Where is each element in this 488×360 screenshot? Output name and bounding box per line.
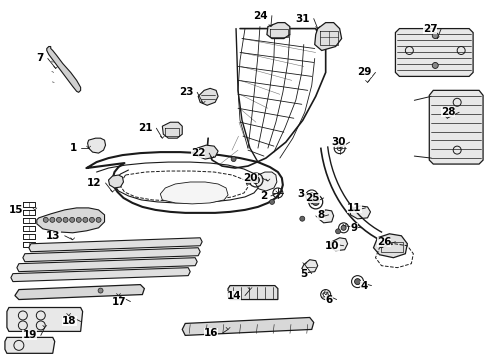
Polygon shape xyxy=(29,238,202,252)
Circle shape xyxy=(82,217,88,222)
Text: 31: 31 xyxy=(295,14,309,24)
Text: 7: 7 xyxy=(36,54,44,63)
Text: 12: 12 xyxy=(87,178,102,188)
Text: 28: 28 xyxy=(440,107,454,117)
Polygon shape xyxy=(266,23,289,39)
Circle shape xyxy=(335,229,340,234)
Circle shape xyxy=(56,217,61,222)
Circle shape xyxy=(50,217,55,222)
Polygon shape xyxy=(160,182,227,204)
Polygon shape xyxy=(162,122,182,138)
Circle shape xyxy=(354,279,360,285)
Text: 2: 2 xyxy=(259,191,266,201)
Circle shape xyxy=(96,217,101,222)
Polygon shape xyxy=(17,258,197,272)
Circle shape xyxy=(43,217,48,222)
Text: 27: 27 xyxy=(422,24,436,33)
Polygon shape xyxy=(395,28,472,76)
Polygon shape xyxy=(314,23,341,50)
Polygon shape xyxy=(23,248,200,262)
Text: 1: 1 xyxy=(69,143,77,153)
Text: 9: 9 xyxy=(350,223,357,233)
Text: 18: 18 xyxy=(62,316,77,327)
Circle shape xyxy=(341,225,346,230)
Polygon shape xyxy=(428,90,482,164)
Text: 29: 29 xyxy=(356,67,371,77)
Circle shape xyxy=(252,176,259,184)
Text: 4: 4 xyxy=(360,280,367,291)
Polygon shape xyxy=(227,285,277,300)
Circle shape xyxy=(312,198,319,206)
Text: 5: 5 xyxy=(300,269,307,279)
Text: 16: 16 xyxy=(203,328,218,338)
Polygon shape xyxy=(254,172,276,191)
Text: 24: 24 xyxy=(253,11,267,21)
Circle shape xyxy=(69,217,75,222)
Circle shape xyxy=(76,217,81,222)
Text: 3: 3 xyxy=(297,189,304,199)
Text: 15: 15 xyxy=(8,205,23,215)
Circle shape xyxy=(89,217,94,222)
Text: 13: 13 xyxy=(46,231,61,241)
Text: 23: 23 xyxy=(178,87,193,97)
Circle shape xyxy=(63,217,68,222)
Circle shape xyxy=(231,157,236,162)
Polygon shape xyxy=(198,88,218,105)
Text: 22: 22 xyxy=(190,148,205,158)
Polygon shape xyxy=(194,145,218,159)
Polygon shape xyxy=(373,234,407,258)
Polygon shape xyxy=(11,268,190,282)
Polygon shape xyxy=(87,138,105,153)
Text: 30: 30 xyxy=(330,137,345,147)
Circle shape xyxy=(269,199,274,204)
Polygon shape xyxy=(329,238,347,251)
Text: 10: 10 xyxy=(325,241,339,251)
Polygon shape xyxy=(47,46,81,92)
Circle shape xyxy=(299,216,304,221)
Text: 19: 19 xyxy=(22,330,37,341)
Polygon shape xyxy=(7,307,82,332)
Polygon shape xyxy=(301,260,317,273)
Text: 26: 26 xyxy=(376,237,390,247)
Text: 17: 17 xyxy=(112,297,126,306)
Circle shape xyxy=(246,179,251,184)
Circle shape xyxy=(431,62,437,68)
Polygon shape xyxy=(37,208,104,233)
Text: 8: 8 xyxy=(317,210,324,220)
Circle shape xyxy=(98,288,103,293)
Text: 14: 14 xyxy=(226,291,241,301)
Text: 20: 20 xyxy=(243,173,258,183)
Text: 21: 21 xyxy=(138,123,152,133)
Polygon shape xyxy=(349,206,370,219)
Polygon shape xyxy=(318,210,333,223)
Text: 11: 11 xyxy=(346,203,361,213)
Polygon shape xyxy=(182,318,313,336)
Text: 6: 6 xyxy=(325,294,332,305)
Circle shape xyxy=(431,32,437,39)
Text: 25: 25 xyxy=(305,193,319,203)
Polygon shape xyxy=(5,337,55,353)
Polygon shape xyxy=(15,285,144,300)
Polygon shape xyxy=(108,175,123,188)
